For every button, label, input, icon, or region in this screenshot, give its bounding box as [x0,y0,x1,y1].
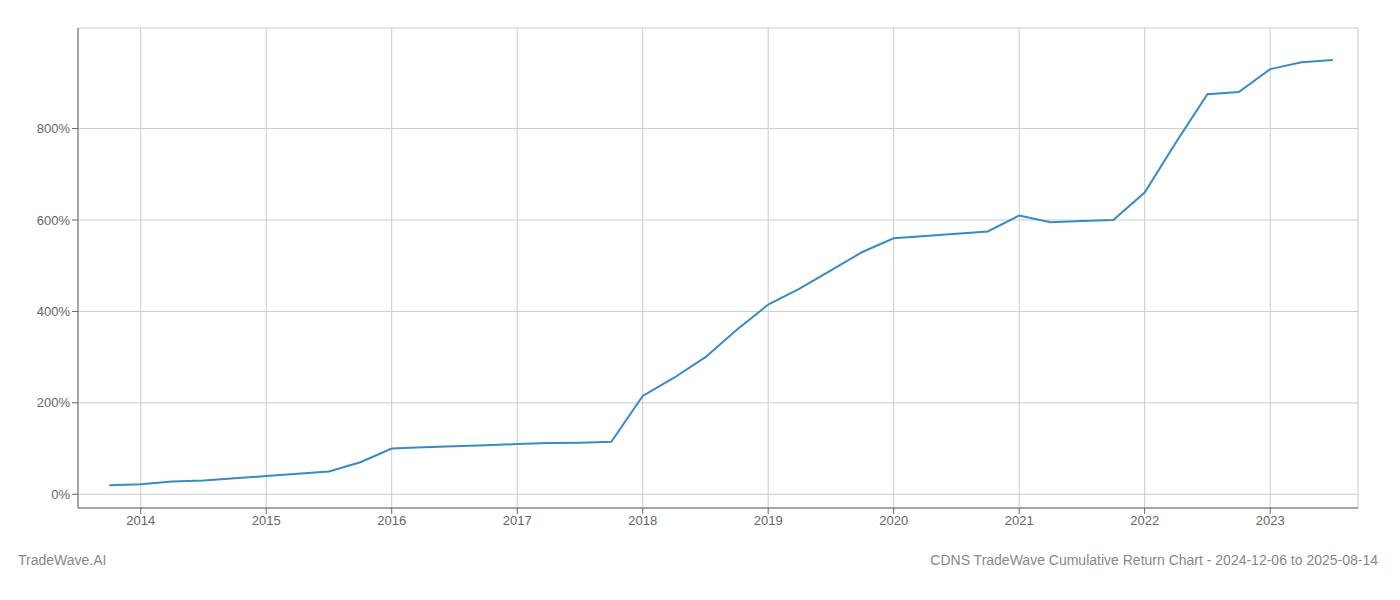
svg-text:800%: 800% [37,121,71,136]
svg-text:2014: 2014 [126,513,155,528]
svg-text:2017: 2017 [503,513,532,528]
svg-text:0%: 0% [51,487,70,502]
svg-text:2016: 2016 [377,513,406,528]
svg-text:2019: 2019 [754,513,783,528]
svg-text:2015: 2015 [252,513,281,528]
svg-text:2020: 2020 [879,513,908,528]
svg-text:2023: 2023 [1256,513,1285,528]
html-text:CDNS TradeWave Cumulative Retu: CDNS TradeWave Cumulative Return Chart -… [930,552,1378,568]
svg-text:2022: 2022 [1130,513,1159,528]
svg-text:2021: 2021 [1005,513,1034,528]
svg-text:200%: 200% [37,395,71,410]
svg-text:400%: 400% [37,304,71,319]
svg-text:2018: 2018 [628,513,657,528]
html-text:TradeWave.AI: TradeWave.AI [18,552,107,568]
svg-text:600%: 600% [37,213,71,228]
